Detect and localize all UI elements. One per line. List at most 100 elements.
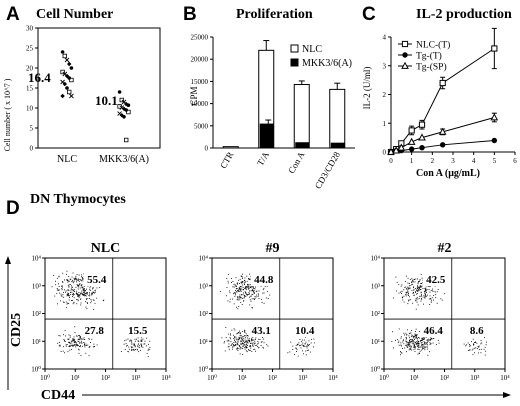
panel-d-dot: [242, 294, 244, 296]
panel-d-dot: [232, 348, 233, 350]
panel-d-dot: [417, 298, 419, 300]
panel-d-dot: [237, 296, 238, 298]
panel-d-dot: [74, 340, 75, 342]
panel-d-dot: [248, 285, 250, 287]
panel-d-dot: [77, 295, 79, 297]
panel-d-dot: [419, 295, 421, 297]
panel-d-dot: [253, 349, 255, 350]
panel-d-dot: [407, 282, 409, 284]
panel-d-dot: [242, 289, 244, 291]
panel-d-dot: [94, 290, 96, 291]
panel-d-dot: [72, 303, 74, 305]
panel-d-dot: [254, 348, 256, 350]
panel-d-dot: [75, 346, 77, 348]
panel-d-dot: [241, 276, 242, 277]
panel-b-ylabel: CPM: [189, 86, 199, 105]
panel-d-dot: [246, 286, 248, 287]
panel-d-dot: [227, 274, 229, 275]
panel-d-dot: [248, 287, 250, 289]
panel-d-ytick-label: 10²: [32, 310, 41, 318]
panel-d-dot: [441, 299, 443, 301]
panel-d-dot: [239, 283, 240, 284]
panel-d-dot: [252, 339, 254, 341]
panel-a-title: Cell Number: [36, 7, 113, 22]
panel-d-dot: [432, 288, 433, 290]
panel-d-dot: [414, 348, 416, 350]
panel-a-ytick-label: 30: [26, 25, 34, 33]
panel-d-xtick-label: 10⁰: [207, 374, 217, 382]
panel-d-dot: [73, 279, 75, 281]
panel-d-dot: [65, 335, 66, 337]
panel-d-dot: [424, 293, 426, 294]
panel-c-legend-label: Tg-(SP): [416, 62, 447, 73]
panel-d-dot: [247, 335, 248, 336]
panel-d-dot: [90, 302, 92, 304]
panel-d-dot: [407, 342, 409, 344]
panel-d-dot: [137, 337, 139, 339]
panel-d-dot: [241, 304, 243, 305]
panel-d-dot: [233, 345, 235, 346]
panel-c-point: [407, 137, 416, 145]
panel-d-dot: [72, 299, 73, 301]
panel-d-dot: [72, 344, 74, 346]
panel-d-dot: [144, 340, 146, 342]
panel-d-dot: [414, 339, 415, 340]
panel-d-dot: [422, 339, 423, 341]
panel-d-dot: [71, 342, 73, 344]
panel-a-xlabel-nlc: NLC: [57, 154, 77, 165]
panel-d-dot: [243, 297, 245, 299]
panel-d-ylabel: CD25: [9, 313, 24, 347]
panel-d-dot: [57, 342, 59, 344]
panel-d-dot: [84, 289, 85, 291]
panel-d-dot: [103, 299, 105, 301]
panel-d-dot: [67, 280, 69, 282]
panel-a-xlabel-mkk: MKK3/6(A): [99, 154, 149, 165]
panel-d-dot: [416, 290, 418, 292]
panel-d-dot: [239, 346, 241, 347]
panel-d-dot: [257, 293, 259, 295]
panel-a-point: [126, 103, 131, 107]
panel-d-dot: [72, 279, 73, 281]
panel-d-dot: [425, 343, 427, 345]
panel-d-dot: [421, 285, 423, 287]
panel-d-dot: [80, 304, 82, 306]
panel-d-dot: [413, 341, 415, 343]
panel-d-dot: [424, 349, 426, 351]
panel-d-dot: [78, 348, 80, 350]
panel-d-dot: [408, 341, 409, 343]
panel-d-dot: [142, 346, 144, 348]
panel-d-dot: [244, 341, 246, 343]
panel-d-dot: [225, 337, 227, 339]
panel-b-ytick-label: 5000: [194, 122, 209, 130]
panel-d-dot: [422, 348, 424, 350]
panel-d-dot: [85, 306, 87, 308]
panel-d-dot: [70, 340, 72, 342]
panel-d-dot: [430, 339, 431, 341]
panel-d-dot: [85, 294, 86, 296]
panel-d-dot: [241, 297, 243, 299]
panel-d-dot: [260, 341, 262, 343]
panel-d-dot: [413, 336, 415, 337]
panel-c-legend-marker: [401, 40, 409, 48]
panel-d-dot: [230, 333, 231, 335]
panel-d-dot: [82, 287, 84, 289]
panel-d-dot: [65, 301, 67, 303]
panel-d-dot: [406, 351, 407, 353]
panel-d-dot: [407, 344, 409, 345]
panel-d-xtick-label: 10³: [298, 374, 307, 382]
panel-d-dot: [78, 285, 80, 286]
panel-d-dot: [87, 285, 89, 287]
panel-d-dot: [444, 293, 446, 295]
panel-d-dot: [254, 345, 256, 346]
panel-d-dot: [55, 284, 57, 286]
panel-d-dot: [416, 286, 418, 288]
panel-d-dot: [467, 350, 469, 351]
panel-d-dot: [398, 292, 400, 294]
panel-d-dot: [244, 280, 246, 282]
panel-d-dot: [253, 287, 255, 289]
panel-d-dot: [423, 291, 425, 292]
panel-d-dot: [258, 290, 260, 292]
panel-d-dot: [246, 337, 248, 339]
panel-d-dot: [89, 293, 91, 295]
panel-d-dot: [240, 290, 242, 291]
